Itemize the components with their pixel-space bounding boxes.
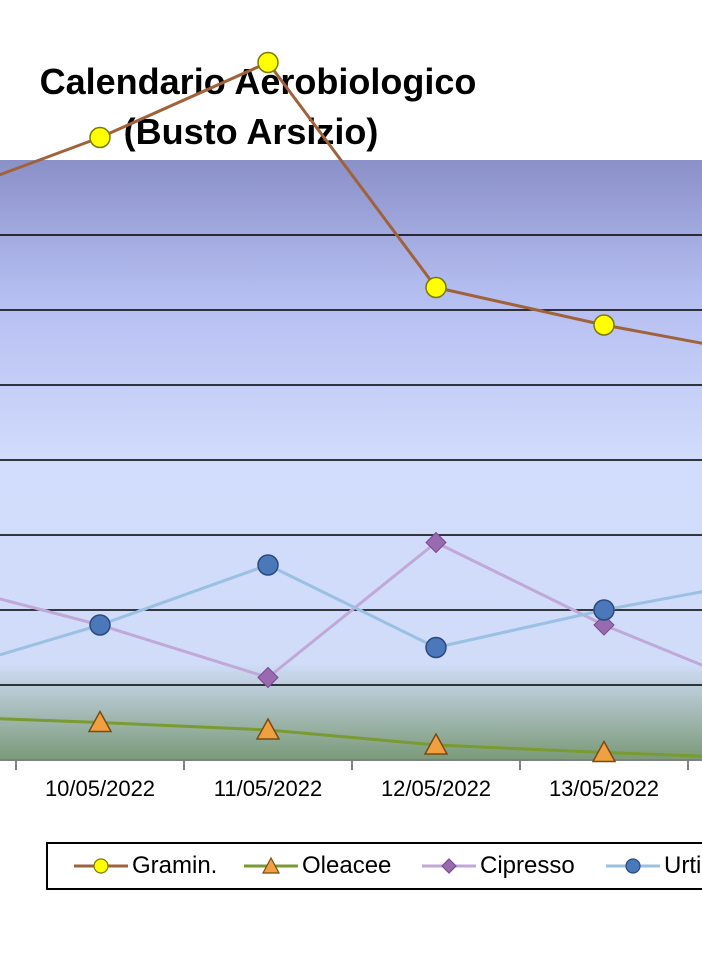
legend-swatch [74, 858, 128, 874]
legend-swatch [422, 858, 476, 874]
data-point-series-4 [257, 554, 279, 576]
x-tick-label: 13/05/2022 [549, 776, 659, 801]
series-line-2 [0, 717, 702, 758]
data-point-series-4 [593, 599, 615, 621]
legend-swatch [606, 858, 660, 874]
legend-label: Oleacee [302, 852, 392, 879]
legend-item: Gramin. [72, 844, 217, 888]
legend-item: Oleacee [242, 844, 391, 888]
legend-swatch [244, 856, 298, 874]
data-point-series-1 [425, 276, 447, 299]
data-point-series-2 [87, 709, 113, 733]
legend-label: Cipresso [480, 852, 575, 879]
series-line-1 [0, 61, 702, 345]
chart-legend: Gramin. Oleacee Cipresso Urti [46, 842, 702, 890]
x-tick-label: 12/05/2022 [381, 776, 491, 801]
data-point-series-1 [593, 314, 615, 336]
x-tick-label: 11/05/2022 [214, 776, 322, 801]
data-point-series-4 [89, 614, 111, 636]
data-point-series-1 [89, 126, 111, 149]
legend-item: Urti [604, 844, 701, 888]
legend-label: Gramin. [132, 852, 218, 879]
legend-label: Urti [664, 852, 702, 879]
data-point-series-2 [423, 732, 449, 755]
legend-item: Cipresso [420, 844, 575, 888]
data-point-series-3 [425, 531, 447, 554]
chart-title-line2: (Busto Arsizio) [123, 111, 379, 152]
data-point-series-2 [591, 739, 617, 763]
data-point-series-4 [425, 636, 447, 659]
data-point-series-3 [593, 614, 615, 636]
data-point-series-3 [257, 666, 279, 689]
series-line-3 [0, 541, 702, 679]
x-tick-label: 10/05/2022 [45, 776, 155, 801]
series-line-4 [0, 563, 702, 657]
data-point-series-2 [255, 717, 281, 740]
data-point-series-1 [257, 51, 279, 74]
